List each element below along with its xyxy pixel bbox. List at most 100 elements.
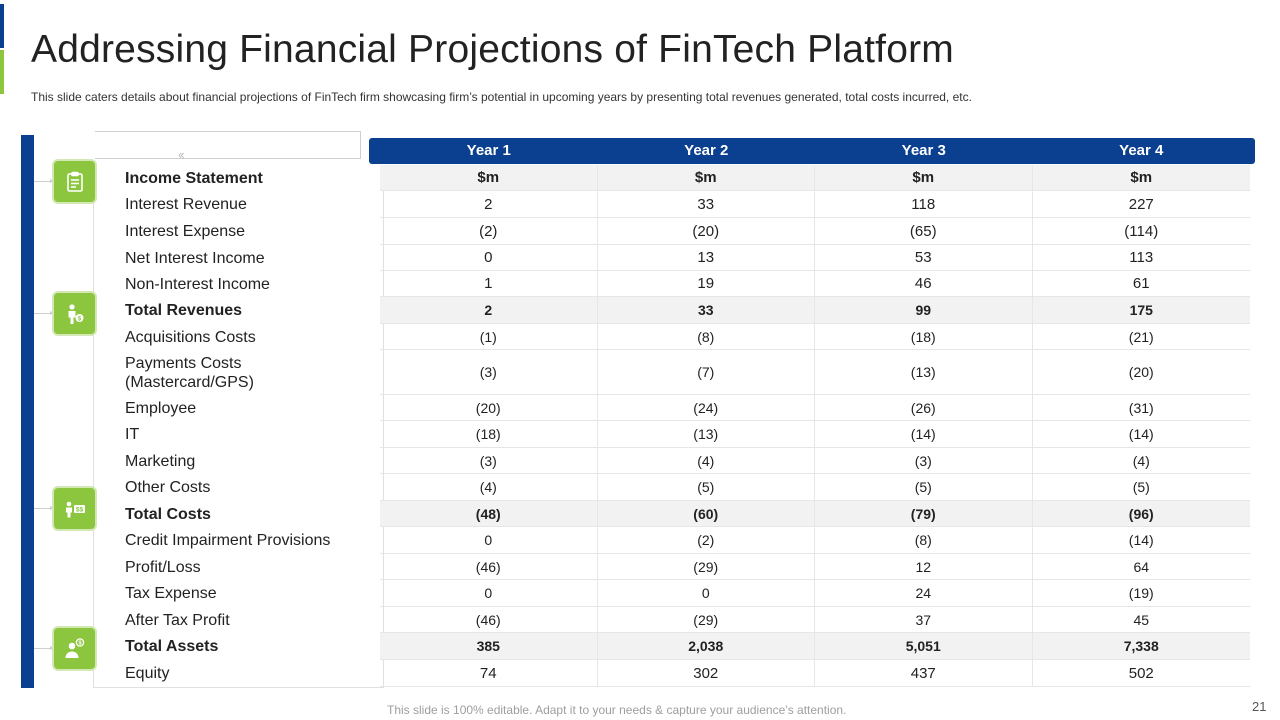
table-cell: $m <box>598 165 815 190</box>
table-cell: (21) <box>1128 328 1154 345</box>
table-cell: 0 <box>380 527 598 553</box>
table-cell: 13 <box>598 245 815 270</box>
table-cell: 45 <box>1133 611 1150 628</box>
table-cell: 46 <box>815 271 1033 296</box>
table-cell: (2) <box>380 218 598 244</box>
table-cell: (14) <box>815 421 1033 447</box>
table-row: 2 33 118 227 <box>380 191 1250 218</box>
table-cell: (96) <box>1128 505 1154 522</box>
table-cell: (79) <box>815 501 1033 526</box>
row-label: Tax Expense <box>125 580 217 607</box>
table-cell: (14) <box>1128 426 1154 442</box>
table-cell: (5) <box>598 474 815 500</box>
table-cell: 37 <box>815 607 1033 632</box>
table-cell: (7) <box>598 350 815 394</box>
table-cell: (20) <box>598 218 815 244</box>
row-label: Credit Impairment Provisions <box>125 527 330 554</box>
table-row: (3) (7) (13) (20) <box>380 350 1250 395</box>
table-row: 0 13 53 113 <box>380 245 1250 271</box>
row-label-text: Tax Expense <box>125 585 217 602</box>
row-label: Profit/Loss <box>125 554 201 580</box>
accent-bar-green <box>0 50 4 94</box>
table-cell: 61 <box>1132 275 1150 292</box>
table-cell: 33 <box>598 297 815 323</box>
page-number: 21 <box>1252 699 1267 714</box>
table-cell: (46) <box>380 554 598 579</box>
table-cell: 385 <box>380 633 598 659</box>
table-row: (2) (20) (65) (114) <box>380 218 1250 245</box>
row-label-text: Marketing <box>125 452 196 470</box>
table-cell: $m <box>380 165 598 190</box>
table-cell: (13) <box>598 421 815 447</box>
table-cell: (2) <box>598 527 815 553</box>
year-1-header: Year 1 <box>466 142 511 159</box>
table-cell: (31) <box>1128 399 1154 416</box>
table-cell: 12 <box>815 554 1033 579</box>
row-label-text: Employee <box>125 399 197 417</box>
row-label: Marketing <box>125 448 195 474</box>
table-cell: (5) <box>815 474 1033 500</box>
table-cell: 227 <box>1128 195 1154 213</box>
svg-text:$$: $$ <box>75 506 83 513</box>
row-label-text: Income Statement <box>125 169 263 187</box>
table-cell: (3) <box>380 350 598 394</box>
table-row: 1 19 46 61 <box>380 271 1250 297</box>
table-cell: (60) <box>598 501 815 526</box>
table-row: (46) (29) 37 45 <box>380 607 1250 633</box>
table-cell: 99 <box>815 297 1033 323</box>
table-row: $m $m $m $m <box>380 165 1250 191</box>
row-label: After Tax Profit <box>125 607 230 633</box>
table-cell: (29) <box>598 554 815 579</box>
table-row: (3) (4) (3) (4) <box>380 448 1250 474</box>
table-cell: 24 <box>815 580 1033 606</box>
year-2-header: Year 2 <box>684 142 729 159</box>
table-row: (18) (13) (14) (14) <box>380 421 1250 448</box>
table-row: (20) (24) (26) (31) <box>380 395 1250 421</box>
table-cell: 302 <box>598 660 815 686</box>
double-chevron-left-icon: ‹‹ <box>178 147 185 162</box>
table-row: 74 302 437 502 <box>380 660 1250 687</box>
svg-text:$: $ <box>78 640 81 646</box>
table-cell: $m <box>815 165 1033 190</box>
label-panel-tab <box>95 131 361 159</box>
connector-arrow <box>34 311 54 315</box>
row-label: Interest Expense <box>125 218 245 245</box>
table-cell: 2 <box>380 191 598 217</box>
table-cell: 1 <box>380 271 598 296</box>
table-cell: $m <box>1130 169 1153 186</box>
table-cell: (20) <box>1128 364 1154 380</box>
cash-exchange-icon: $$ <box>52 486 97 531</box>
table-cell: 53 <box>815 245 1033 270</box>
row-label: Equity <box>125 660 169 687</box>
row-label: Total Assets <box>125 633 218 660</box>
table-cell: (114) <box>1124 222 1159 240</box>
table-cell: 64 <box>1133 558 1150 575</box>
table-cell: (3) <box>380 448 598 473</box>
table-cell: 2 <box>380 297 598 323</box>
table-cell: 0 <box>380 245 598 270</box>
table-cell: 33 <box>598 191 815 217</box>
row-label-text: Interest Expense <box>125 223 246 240</box>
table-cell: 19 <box>598 271 815 296</box>
table-row: (48) (60) (79) (96) <box>380 501 1250 527</box>
table-cell: 118 <box>815 191 1033 217</box>
row-label-text: Non-Interest Income <box>125 275 270 293</box>
row-label-text: Acquisitions Costs <box>125 328 256 346</box>
year-4-header: Year 4 <box>1119 142 1164 159</box>
table-cell: (18) <box>815 324 1033 349</box>
table-cell: (8) <box>815 527 1033 553</box>
table-cell: 7,338 <box>1123 638 1159 654</box>
table-cell: (5) <box>1132 479 1150 495</box>
table-cell: 0 <box>598 580 815 606</box>
slide-footer: This slide is 100% editable. Adapt it to… <box>387 703 847 717</box>
row-label: Employee <box>125 395 196 421</box>
row-label: Interest Revenue <box>125 191 247 218</box>
table-cell: (4) <box>380 474 598 500</box>
table-cell: (19) <box>1128 585 1154 601</box>
person-money-icon: $ <box>52 291 97 336</box>
row-label-text: Total Costs <box>125 505 211 523</box>
year-header-bar: Year 1 Year 2 Year 3 Year 4 <box>369 138 1255 164</box>
row-label: Total Costs <box>125 501 211 527</box>
row-label-text: Credit Impairment Provisions <box>125 532 331 549</box>
table-cell: 502 <box>1128 664 1154 682</box>
